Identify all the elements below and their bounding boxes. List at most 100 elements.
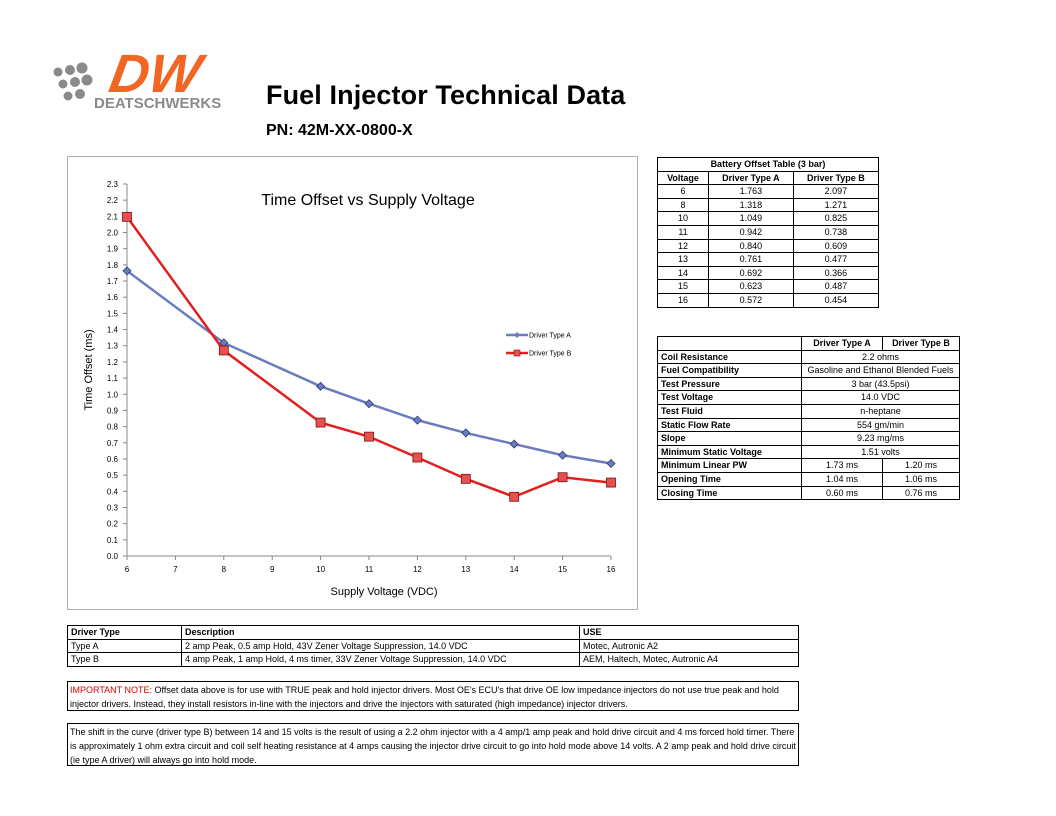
logo-letters: DW: [105, 48, 210, 104]
data-point-b: [364, 431, 374, 442]
y-tick-label: 1.7: [107, 277, 119, 286]
battery-b-cell: 0.738: [792, 224, 880, 240]
x-tick-label: 10: [316, 565, 325, 574]
spec-b-cell: 1.06 ms: [882, 471, 960, 487]
spec-label-cell: Slope: [657, 431, 802, 446]
y-tick-label: 2.2: [107, 196, 119, 205]
data-point-b: [218, 345, 229, 356]
deatschwerks-logo: DW DEATSCHWERKS: [48, 43, 244, 114]
table-row: Opening Time 1.04 ms 1.06 ms: [657, 471, 960, 487]
y-tick-label: 1.5: [107, 309, 119, 318]
battery-voltage-cell: 11: [656, 224, 710, 240]
battery-b-cell: 0.477: [792, 252, 880, 267]
battery-a-cell: 1.318: [708, 197, 794, 213]
y-axis-title: Time Offset (ms): [83, 329, 95, 410]
x-tick-label: 6: [125, 565, 130, 574]
important-note: IMPORTANT NOTE: Offset data above is for…: [67, 681, 799, 711]
spec-shared-cell: 9.23 mg/ms: [801, 431, 960, 446]
data-point-b: [122, 211, 132, 222]
table-row: Coil Resistance 2.2 ohms: [657, 349, 960, 365]
shift-note: The shift in the curve (driver type B) b…: [67, 723, 799, 766]
battery-header-voltage: Voltage: [656, 170, 710, 186]
battery-a-cell: 1.763: [708, 184, 794, 199]
spec-a-cell: 0.60 ms: [801, 485, 883, 501]
data-point-a: [509, 439, 519, 449]
battery-a-cell: 0.840: [708, 238, 794, 254]
data-point-b: [412, 452, 423, 463]
spec-shared-cell: 3 bar (43.5psi): [801, 376, 960, 392]
battery-voltage-cell: 16: [656, 292, 710, 308]
battery-table-caption: Battery Offset Table (3 bar): [657, 157, 879, 172]
data-point-b: [460, 473, 471, 484]
y-tick-label: 1.8: [107, 261, 119, 270]
table-row: Static Flow Rate 554 gm/min: [657, 417, 960, 433]
table-row: 16 0.572 0.454: [656, 292, 880, 308]
data-point-b: [606, 477, 616, 488]
battery-b-cell: 0.487: [792, 279, 880, 294]
spec-label-cell: Minimum Static Voltage: [657, 444, 802, 460]
table-row: Minimum Linear PW 1.73 ms 1.20 ms: [657, 458, 960, 473]
spec-header-a: Driver Type A: [801, 336, 883, 351]
battery-voltage-cell: 10: [656, 211, 710, 226]
spec-label-cell: Minimum Linear PW: [657, 458, 802, 473]
spec-shared-cell: 1.51 volts: [801, 444, 960, 460]
y-tick-label: 1.4: [107, 326, 119, 335]
data-point-a: [412, 415, 422, 425]
driver-header-use: USE: [579, 625, 799, 640]
important-note-label: IMPORTANT NOTE:: [70, 685, 153, 695]
y-tick-label: 1.2: [107, 358, 119, 367]
spec-label-cell: Test Fluid: [657, 403, 802, 419]
y-tick-label: 0.7: [107, 439, 119, 448]
y-tick-label: 2.3: [107, 180, 119, 189]
table-row: Slope 9.23 mg/ms: [657, 431, 960, 446]
table-row: Fuel Compatibility Gasoline and Ethanol B…: [657, 363, 960, 378]
battery-voltage-cell: 13: [656, 252, 710, 267]
part-number: PN: 42M-XX-0800-X: [266, 122, 413, 139]
y-tick-label: 0.3: [107, 503, 119, 512]
battery-voltage-cell: 12: [656, 238, 710, 254]
battery-b-cell: 0.454: [792, 292, 880, 308]
important-note-text: Offset data above is for use with TRUE p…: [70, 685, 779, 709]
spec-a-cell: 1.04 ms: [801, 471, 883, 487]
battery-voltage-cell: 15: [656, 279, 710, 294]
spec-label-cell: Static Flow Rate: [657, 417, 802, 433]
y-tick-label: 0.1: [107, 536, 119, 545]
logo-brand-name: DEATSCHWERKS: [94, 95, 221, 112]
table-row: Test Voltage 14.0 VDC: [657, 390, 960, 405]
battery-b-cell: 0.366: [792, 265, 880, 281]
spec-label-cell: Coil Resistance: [657, 349, 802, 365]
data-point-a: [558, 450, 568, 460]
spec-shared-cell: n-heptane: [801, 403, 960, 419]
data-point-b: [315, 417, 326, 428]
y-tick-label: 0.5: [107, 471, 119, 480]
y-tick-label: 1.3: [107, 342, 119, 351]
x-tick-label: 16: [607, 565, 616, 574]
spec-label-cell: Test Voltage: [657, 390, 802, 405]
table-row: Test Fluid n-heptane: [657, 403, 960, 419]
table-row: 11 0.942 0.738: [656, 224, 880, 240]
battery-header-b: Driver Type B: [792, 170, 880, 186]
table-row: Minimum Static Voltage 1.51 volts: [657, 444, 960, 460]
y-tick-label: 0.4: [107, 487, 119, 496]
spec-b-cell: 0.76 ms: [882, 485, 960, 501]
y-tick-label: 1.9: [107, 245, 119, 254]
table-row: Closing Time 0.60 ms 0.76 ms: [657, 485, 960, 501]
data-point-a: [461, 428, 471, 438]
spec-shared-cell: 2.2 ohms: [801, 349, 960, 365]
table-row: 6 1.763 2.097: [656, 184, 880, 199]
x-tick-label: 12: [413, 565, 422, 574]
spec-shared-cell: Gasoline and Ethanol Blended Fuels: [801, 363, 960, 378]
driver-description-cell: 2 amp Peak, 0.5 amp Hold, 43V Zener Volt…: [181, 638, 580, 654]
table-row: 14 0.692 0.366: [656, 265, 880, 281]
y-tick-label: 0.0: [107, 552, 119, 561]
spec-label-cell: Closing Time: [657, 485, 802, 501]
driver-use-cell: Motec, Autronic A2: [579, 638, 799, 654]
table-row: Test Pressure 3 bar (43.5psi): [657, 376, 960, 392]
y-tick-label: 0.8: [107, 423, 119, 432]
spec-shared-cell: 14.0 VDC: [801, 390, 960, 405]
legend-label: Driver Type B: [529, 351, 572, 358]
y-tick-label: 2.1: [107, 212, 119, 221]
legend-marker: [514, 332, 520, 338]
